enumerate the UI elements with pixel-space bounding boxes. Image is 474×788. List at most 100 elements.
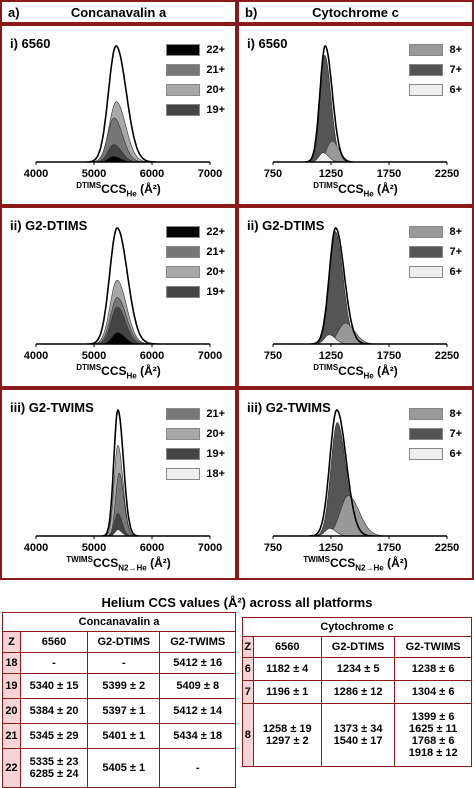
table-row: 6 1182 ± 4 1234 ± 5 1238 ± 6 [242,657,472,681]
legend-label: 19+ [206,104,225,116]
chart-svg: 4000 5000 6000 7000 [24,227,222,362]
x-axis-label: TWIMSCCSN2→He (Å²) [2,555,235,572]
legend-entry: 8+ [409,222,462,242]
legend-swatch [409,428,444,440]
charge-state-cell: 8 [242,703,254,767]
chart-label: iii) G2-TWIMS [10,400,94,415]
legend-entry: 20+ [166,80,225,100]
x-tick-label: 1750 [377,350,401,362]
table-row: 22 5335 ± 23 6285 ± 24 5405 ± 1- [2,748,236,788]
x-axis-label-main: CCS [338,364,364,378]
legend: 21+ 20+ 19+ 18+ [166,404,225,484]
table-row: 21 5345 ± 29 5401 ± 1 5434 ± 18 [2,723,236,749]
x-axis-label-main: CCS [101,364,127,378]
panel-a-header: a) Concanavalin a [0,0,237,24]
ccs-value-cell: 5335 ± 23 6285 ± 24 [19,748,89,788]
charge-state-cell: 18 [2,652,21,674]
legend-swatch [409,64,444,76]
chart-label: ii) G2-DTIMS [10,218,88,233]
x-axis-label-superscript: DTIMS [313,181,339,190]
ccs-value-cell: 5345 ± 29 [19,723,89,749]
x-axis-label-main: CCS [338,182,364,196]
x-tick-label: 6000 [140,542,164,554]
x-tick-label: 750 [264,542,282,554]
x-tick-label: 5000 [82,542,106,554]
ccs-value-cell: 1238 ± 6 [394,657,472,681]
ccs-value-cell: - [19,652,89,674]
cona-ccs-table: Concanavalin a Z 6560 G2-DTIMS G2-TWIMS 18- -… [2,612,236,788]
table-header-cell: G2-TWIMS [394,636,472,658]
x-tick-label: 2250 [435,542,459,554]
legend-swatch [409,44,444,56]
legend-entry: 6+ [409,262,462,282]
chart-panel-cytc-6560: 750 1250 1750 2250 i) 6560 8+ 7+ 6+ DTIMSCCSHe (… [237,24,474,206]
ccs-value-cell: 5384 ± 20 [19,698,89,724]
chart-panel-cytc-twims: 750 1250 1750 2250 iii) G2-TWIMS 8+ 7+ 6+ TWIMSC… [237,388,474,580]
legend-swatch [409,226,444,238]
x-tick-label: 1250 [319,542,343,554]
panel-a-title: Concanavalin a [70,5,167,20]
x-tick-label: 6000 [140,168,164,180]
legend: 8+ 7+ 6+ [409,40,462,100]
series-6plus [273,152,447,163]
chart-panel-cona-twims: 4000 5000 6000 7000 iii) G2-TWIMS 21+ 20+ 19+ 18… [0,388,237,580]
ccs-value-cell: 5412 ± 14 [159,698,236,724]
legend-label: 6+ [449,84,462,96]
legend-label: 20+ [206,266,225,278]
legend-entry: 21+ [166,242,225,262]
legend-entry: 21+ [166,60,225,80]
legend-label: 22+ [206,44,225,56]
legend-entry: 22+ [166,40,225,60]
legend-label: 7+ [449,246,462,258]
chart-svg: 750 1250 1750 2250 [264,44,459,180]
legend-label: 8+ [449,226,462,238]
legend-swatch [166,226,201,238]
legend-label: 8+ [449,408,462,420]
x-axis-label-unit: (Å²) [373,364,398,378]
charge-state-cell: 19 [2,673,21,699]
x-tick-label: 4000 [24,168,48,180]
x-axis-label-subscript: N2→He [118,563,147,573]
ccs-value-cell: 5409 ± 8 [159,673,236,699]
table-row: 8 1258 ± 19 1297 ± 2 1373 ± 34 1540 ± 17 13… [242,703,472,767]
x-axis-label-superscript: TWIMS [303,555,330,564]
cona-table-title: Concanavalin a [2,612,236,632]
table-heading: Helium CCS values (Å²) across all platfo… [101,595,373,610]
chart-svg: 4000 5000 6000 7000 [24,45,222,180]
legend-swatch [409,408,444,420]
legend-label: 19+ [206,448,225,460]
legend-swatch [409,84,444,96]
x-axis-label-subscript: N2→He [355,563,384,573]
ccs-value-cell: 5412 ± 16 [159,652,236,674]
x-axis-label-main: CCS [101,182,127,196]
legend-swatch [166,286,201,298]
legend-swatch [166,104,201,116]
legend-entry: 7+ [409,424,462,444]
legend-swatch [166,266,201,278]
legend-swatch [166,84,201,96]
legend-label: 21+ [206,64,225,76]
x-axis-label: DTIMSCCSHe (Å²) [2,181,235,198]
charge-state-cell: 22 [2,748,21,788]
x-axis-label: DTIMSCCSHe (Å²) [239,181,472,198]
table-row: 18- -5412 ± 16 [2,652,236,674]
chart-label: i) 6560 [247,36,288,51]
chart-label: ii) G2-DTIMS [247,218,325,233]
ccs-value-cell: - [87,652,161,674]
x-tick-label: 750 [264,168,282,180]
table-header-cell: Z [2,631,21,653]
ccs-value-cell: 5397 ± 1 [87,698,161,724]
ccs-value-cell: 1399 ± 6 1625 ± 11 1768 ± 6 1918 ± 12 [394,703,472,767]
x-tick-label: 5000 [82,350,106,362]
legend-swatch [409,448,444,460]
legend-label: 6+ [449,266,462,278]
legend-entry: 22+ [166,222,225,242]
table-row: 19 5340 ± 15 5399 ± 2 5409 ± 8 [2,673,236,699]
cytc-table-title: Cytochrome c [242,617,472,637]
x-tick-label: 5000 [82,168,106,180]
legend-label: 7+ [449,64,462,76]
panel-b-letter: b) [245,5,258,20]
x-axis-label-superscript: DTIMS [76,181,102,190]
legend-entry: 6+ [409,444,462,464]
legend-swatch [166,408,201,420]
